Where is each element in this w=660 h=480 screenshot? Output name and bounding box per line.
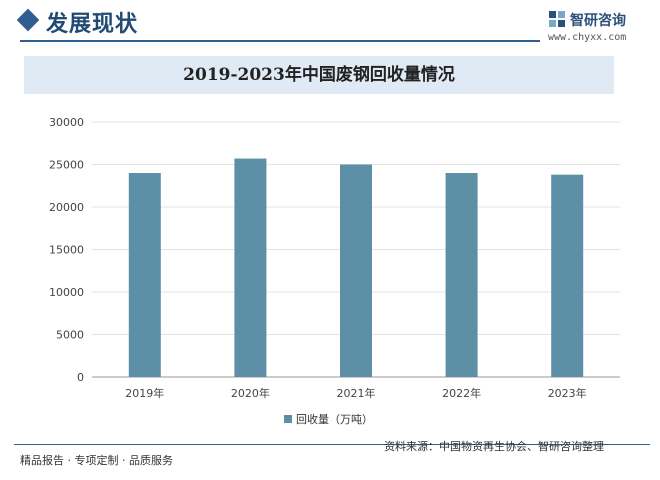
bar xyxy=(234,158,267,377)
diamond-icon xyxy=(16,8,40,32)
y-tick-label: 10000 xyxy=(49,286,84,299)
y-tick-label: 15000 xyxy=(49,244,84,257)
bar xyxy=(445,173,478,377)
footer-divider xyxy=(14,444,650,445)
legend-label: 回收量（万吨） xyxy=(296,413,373,426)
x-tick-label: 2022年 xyxy=(442,386,481,400)
chart-title-band: 2019-2023年中国废钢回收量情况 xyxy=(24,56,614,94)
x-tick-label: 2021年 xyxy=(337,386,376,400)
bar xyxy=(340,164,372,377)
header-divider xyxy=(20,40,540,42)
y-tick-label: 0 xyxy=(77,371,84,384)
bar-chart: 0 5000 10000 15000 20000 25000 30000 2019年 2020年… xyxy=(49,116,620,400)
bar xyxy=(551,174,584,377)
logo-name: 智研咨询 xyxy=(570,13,626,29)
label-layer: 0 5000 10000 15000 20000 25000 30000 2019年 2020年… xyxy=(49,116,587,400)
bar-layer xyxy=(128,158,584,377)
y-tick-label: 20000 xyxy=(49,201,84,214)
chart-title: 2019-2023年中国废钢回收量情况 xyxy=(183,65,455,85)
logo-url: www.chyxx.com xyxy=(548,32,627,43)
bar xyxy=(128,173,161,377)
y-tick-label: 30000 xyxy=(49,116,84,129)
source-note: 资料来源：中国物资再生协会、智研咨询整理 xyxy=(384,440,604,453)
x-tick-label: 2023年 xyxy=(548,386,587,400)
brand-logo: 智研咨询 www.chyxx.com xyxy=(548,8,648,46)
x-tick-label: 2019年 xyxy=(125,386,164,400)
x-tick-label: 2020年 xyxy=(231,386,270,400)
page-header: 发展现状 xyxy=(0,0,660,46)
footer-tagline: 精品报告 · 专项定制 · 品质服务 xyxy=(20,454,173,467)
legend-swatch xyxy=(284,415,292,423)
y-tick-label: 25000 xyxy=(49,159,84,172)
logo-icon xyxy=(549,11,565,27)
section-title: 发展现状 xyxy=(46,12,139,37)
y-tick-label: 5000 xyxy=(56,329,84,342)
